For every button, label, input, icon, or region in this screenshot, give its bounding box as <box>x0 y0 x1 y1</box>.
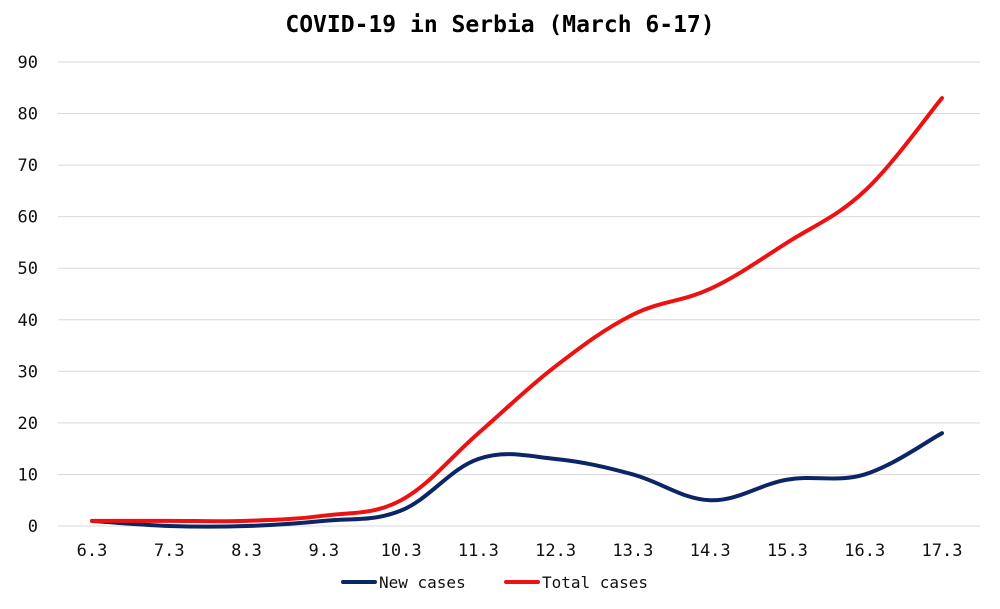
x-tick-label: 14.3 <box>690 541 731 561</box>
x-tick-label: 9.3 <box>308 541 339 561</box>
y-tick-label: 30 <box>18 362 38 382</box>
chart-title: COVID-19 in Serbia (March 6-17) <box>285 12 715 38</box>
y-tick-label: 10 <box>18 465 38 485</box>
y-tick-label: 90 <box>18 53 38 73</box>
x-tick-label: 8.3 <box>231 541 262 561</box>
x-tick-label: 13.3 <box>612 541 653 561</box>
y-tick-label: 80 <box>18 105 38 125</box>
x-tick-label: 7.3 <box>154 541 185 561</box>
y-tick-label: 50 <box>18 259 38 279</box>
legend: New cases Total cases <box>341 573 648 592</box>
y-tick-label: 60 <box>18 208 38 228</box>
x-tick-label: 16.3 <box>844 541 885 561</box>
x-tick-label: 17.3 <box>922 541 963 561</box>
series-lines <box>90 96 944 529</box>
y-tick-label: 0 <box>28 517 38 537</box>
legend-label-total-cases: Total cases <box>542 573 648 592</box>
grid-lines <box>58 61 980 527</box>
series-line-total-cases <box>90 96 944 524</box>
y-axis-ticks: 0 10 20 30 40 50 60 70 80 90 <box>18 53 38 537</box>
y-tick-label: 70 <box>18 156 38 176</box>
legend-label-new-cases: New cases <box>379 573 466 592</box>
x-tick-label: 15.3 <box>767 541 808 561</box>
x-tick-label: 10.3 <box>381 541 422 561</box>
x-axis-ticks: 6.3 7.3 8.3 9.3 10.3 11.3 12.3 13.3 14.3 15.3 16.3… <box>77 541 963 561</box>
y-tick-label: 20 <box>18 414 38 434</box>
x-tick-label: 11.3 <box>458 541 499 561</box>
x-tick-label: 12.3 <box>535 541 576 561</box>
y-tick-label: 40 <box>18 311 38 331</box>
series-line-new-cases <box>90 431 944 529</box>
x-tick-label: 6.3 <box>77 541 108 561</box>
